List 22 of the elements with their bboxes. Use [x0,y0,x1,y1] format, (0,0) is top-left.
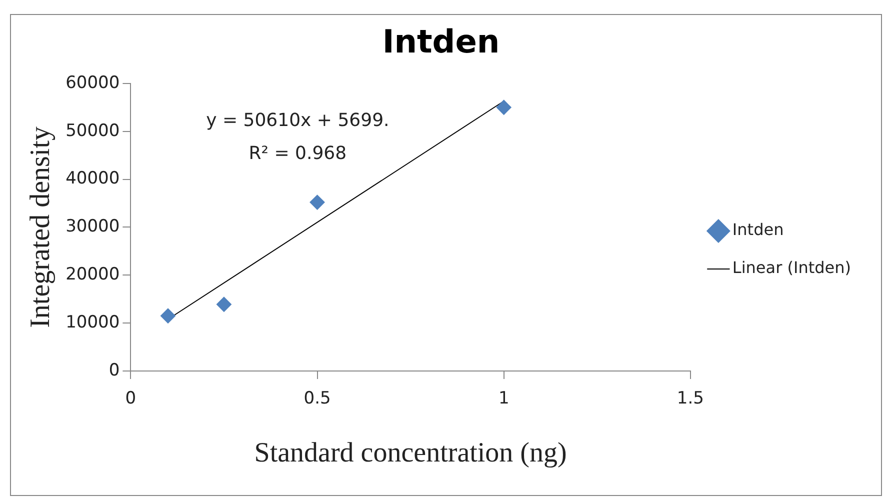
y-tick-label: 30000 [66,216,120,237]
y-axis-title: Integrated density [25,126,56,328]
x-tick-label: 1 [498,388,510,409]
point [160,308,176,324]
y-tick-label: 60000 [66,72,120,93]
annotation: y = 50610x + 5699. [206,110,390,132]
y-tick-label: 10000 [66,312,120,332]
x-tick-label: 1.5 [676,388,704,409]
x-tick-label: 0 [125,388,136,409]
legend-label: Linear (Intden) [732,258,852,278]
y-tick-label: 40000 [66,168,120,189]
x-tick-label: 0.5 [304,388,331,409]
x-axis-title: Standard concentration (ng) [254,438,567,469]
annotation: R² = 0.968 [248,143,347,164]
y-tick-label: 0 [108,360,120,380]
point [496,100,512,115]
chart-title: Intden [382,22,500,61]
point [310,194,325,210]
y-tick-label: 50000 [66,120,120,141]
y-tick-label: 20000 [66,264,120,285]
legend-label: Intden [732,220,784,240]
point [216,296,232,312]
